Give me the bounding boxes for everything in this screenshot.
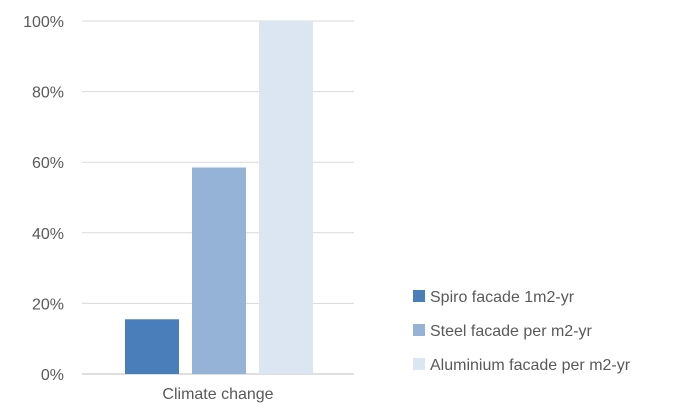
x-axis-ticks: Climate change: [162, 386, 273, 403]
legend-swatch: [413, 324, 425, 336]
y-axis-ticks: 0% 20% 40% 60% 80% 100%: [23, 14, 64, 384]
legend: Spiro facade 1m2-yr Steel facade per m2-y…: [413, 289, 631, 374]
legend-swatch: [413, 290, 425, 302]
y-tick-label: 20%: [32, 296, 64, 313]
x-tick-label: Climate change: [162, 386, 273, 403]
bar-2: [192, 167, 246, 374]
legend-label: Aluminium facade per m2-yr: [430, 357, 631, 374]
legend-label: Spiro facade 1m2-yr: [430, 289, 575, 306]
y-tick-label: 80%: [32, 85, 64, 102]
legend-label: Steel facade per m2-yr: [430, 323, 593, 340]
y-tick-label: 60%: [32, 155, 64, 172]
bar-1: [125, 319, 179, 374]
y-tick-label: 100%: [23, 14, 64, 31]
bar-3: [259, 21, 313, 374]
y-tick-label: 0%: [41, 367, 64, 384]
legend-swatch: [413, 358, 425, 370]
bars: [125, 21, 313, 374]
y-tick-label: 40%: [32, 226, 64, 243]
